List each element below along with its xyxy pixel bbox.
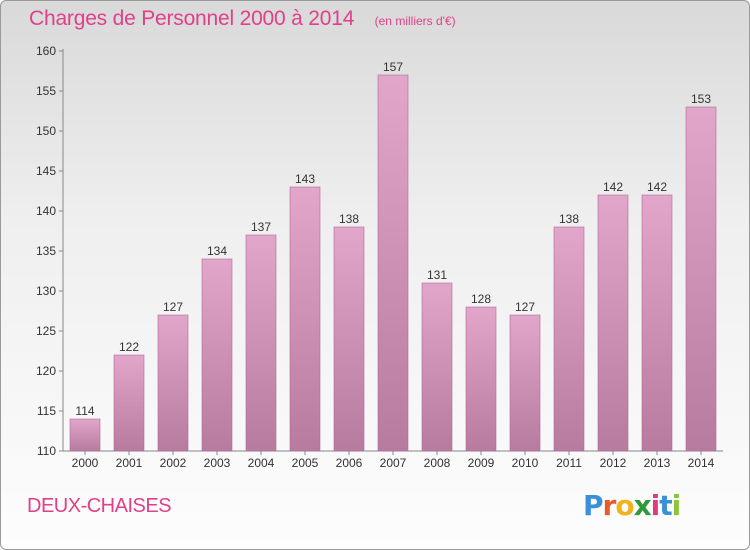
- logo-letter: x: [633, 489, 652, 522]
- title-area: Charges de Personnel 2000 à 2014 (en mil…: [29, 7, 456, 31]
- bars: [69, 74, 717, 452]
- x-tick-label: 2014: [688, 456, 715, 470]
- bar: [157, 314, 189, 452]
- data-label: 143: [295, 172, 315, 186]
- data-label: 138: [559, 212, 579, 226]
- data-label: 122: [119, 340, 139, 354]
- y-tick-label: 160: [36, 44, 56, 58]
- bar: [553, 226, 585, 452]
- y-tick-label: 135: [36, 244, 56, 258]
- y-tick-label: 145: [36, 164, 56, 178]
- data-label: 157: [383, 60, 403, 74]
- data-label: 128: [471, 292, 491, 306]
- commune-name: DEUX-CHAISES: [27, 495, 172, 517]
- y-tick-label: 140: [36, 204, 56, 218]
- x-tick-label: 2005: [292, 456, 319, 470]
- data-label: 134: [207, 244, 227, 258]
- data-label: 142: [647, 180, 667, 194]
- logo-letter: r: [602, 489, 617, 522]
- data-label: 131: [427, 268, 447, 282]
- bar: [113, 354, 145, 452]
- bar: [597, 194, 629, 452]
- y-tick-label: 155: [36, 84, 56, 98]
- bar: [465, 306, 497, 452]
- x-tick-label: 2001: [116, 456, 143, 470]
- logo-letter: t: [659, 489, 672, 522]
- data-label: 127: [163, 300, 183, 314]
- data-label: 114: [75, 404, 94, 418]
- x-tick-label: 2003: [204, 456, 231, 470]
- chart-subtitle: (en milliers d'€): [374, 14, 456, 28]
- data-label: 137: [251, 220, 271, 234]
- data-label: 153: [691, 92, 711, 106]
- logo-letter: i: [671, 489, 682, 522]
- bar: [289, 186, 321, 452]
- data-label: 127: [515, 300, 535, 314]
- x-tick-label: 2013: [644, 456, 671, 470]
- chart-title: Charges de Personnel 2000 à 2014: [29, 7, 355, 30]
- x-tick-label: 2002: [160, 456, 187, 470]
- x-tick-label: 2010: [512, 456, 539, 470]
- x-tick-label: 2006: [336, 456, 363, 470]
- data-label: 142: [603, 180, 623, 194]
- proxiti-logo: Proxiti: [583, 489, 682, 522]
- bar: [69, 418, 101, 452]
- bar: [641, 194, 673, 452]
- logo-letter: o: [615, 489, 634, 522]
- y-tick-label: 130: [36, 284, 56, 298]
- x-tick-label: 2007: [380, 456, 407, 470]
- x-tick-label: 2009: [468, 456, 495, 470]
- bar: [333, 226, 365, 452]
- y-tick-label: 110: [37, 444, 56, 458]
- x-tick-label: 2008: [424, 456, 451, 470]
- data-labels: 114 122 127 134 137 143 138 157 131 128 127 138 142 1…: [75, 60, 711, 418]
- data-label: 138: [339, 212, 359, 226]
- x-tick-label: 2012: [600, 456, 627, 470]
- logo-letter: P: [583, 489, 604, 522]
- x-tick-label: 2004: [248, 456, 275, 470]
- logo-letter: i: [650, 489, 661, 522]
- y-tick-label: 120: [36, 364, 56, 378]
- bar: [509, 314, 541, 452]
- y-tick-label: 150: [36, 124, 56, 138]
- bar: [377, 74, 409, 452]
- bar: [685, 106, 717, 452]
- y-tick-label: 125: [36, 324, 56, 338]
- bar: [421, 282, 453, 452]
- bar: [201, 258, 233, 452]
- bar: [245, 234, 277, 452]
- x-tick-label: 2011: [556, 456, 582, 470]
- y-tick-label: 115: [37, 404, 56, 418]
- x-tick-label: 2000: [72, 456, 99, 470]
